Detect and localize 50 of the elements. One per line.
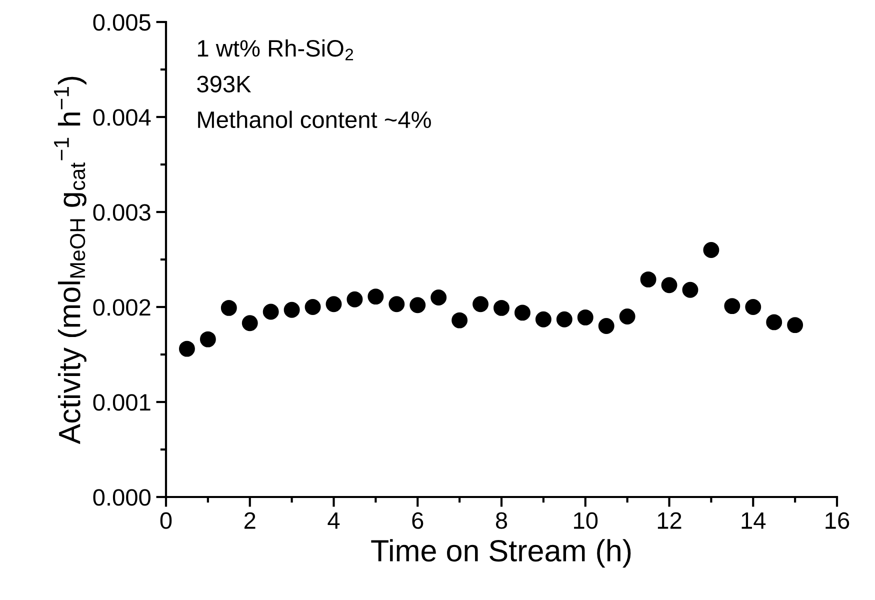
point <box>410 297 426 314</box>
y-tick-label: 0.002 <box>93 299 150 316</box>
x-tick-label: 12 <box>658 512 682 529</box>
point <box>430 290 447 306</box>
point <box>640 271 656 288</box>
point <box>472 296 489 312</box>
point <box>745 299 762 315</box>
y-tick-label: 0.005 <box>93 14 150 31</box>
point <box>284 302 300 318</box>
y-tick-label: 0.000 <box>93 489 150 506</box>
point <box>724 298 740 314</box>
x-tick-label: 14 <box>742 512 766 529</box>
point <box>535 311 552 328</box>
point <box>304 299 321 315</box>
y-tick-label: 0.004 <box>93 109 151 126</box>
point <box>703 242 720 258</box>
x-tick-label: 16 <box>826 512 850 529</box>
point <box>787 317 804 334</box>
point <box>514 304 530 321</box>
point <box>242 315 258 332</box>
point <box>661 277 678 294</box>
point <box>682 282 698 298</box>
x-axis-title: Time on Stream (h) <box>371 539 631 568</box>
point <box>598 318 614 334</box>
point <box>452 312 468 328</box>
point <box>200 331 216 348</box>
point <box>346 291 363 308</box>
x-tick-label: 2 <box>244 512 256 529</box>
annotation: Methanol content ~4% <box>198 110 431 128</box>
point <box>388 296 405 312</box>
point <box>178 340 195 357</box>
point <box>494 300 510 316</box>
y-tick-label: 0.003 <box>93 204 150 221</box>
y-axis-title: Activity (mol$_{MeOH}$ g$_{cat}$$^{−1}$ h$^{−1}$) <box>54 76 86 444</box>
point <box>326 296 342 312</box>
point <box>556 311 572 328</box>
x-tick-label: 6 <box>412 512 424 529</box>
point <box>262 304 279 320</box>
point <box>368 288 384 305</box>
x-tick-label: 0 <box>160 512 172 529</box>
y-tick-label: 0.001 <box>93 394 150 411</box>
x-tick-label: 4 <box>328 512 340 529</box>
point <box>577 309 594 326</box>
point <box>619 308 636 324</box>
x-tick-label: 8 <box>496 512 508 529</box>
point <box>220 300 237 316</box>
point <box>766 314 782 330</box>
annotation: 1 wt% Rh-SiO$_{2}$ <box>198 39 354 60</box>
annotation: 393K <box>197 76 252 92</box>
x-tick-label: 10 <box>574 512 598 529</box>
